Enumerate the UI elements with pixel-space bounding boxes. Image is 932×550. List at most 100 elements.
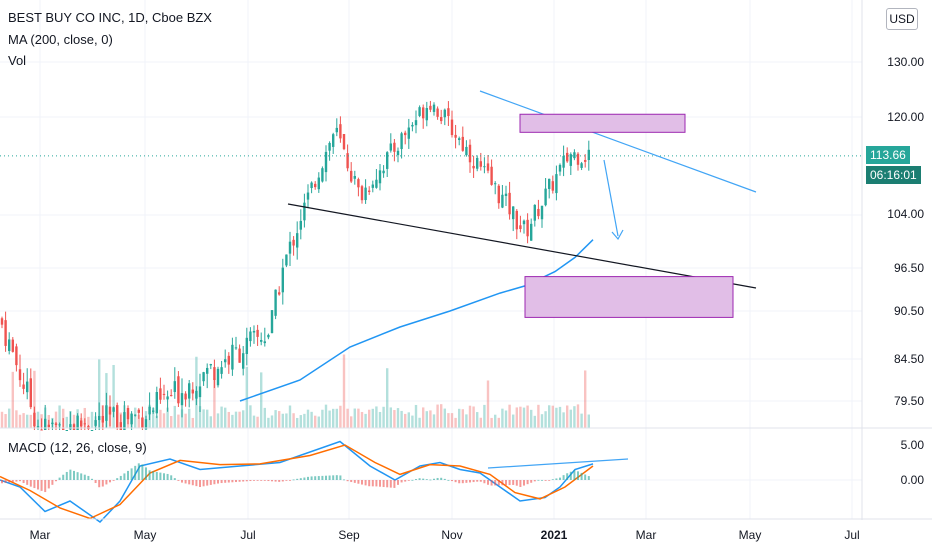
currency-button[interactable]: USD xyxy=(886,8,918,30)
candle-body xyxy=(47,424,50,428)
volume-bar xyxy=(242,410,245,428)
candle-body xyxy=(33,412,36,427)
macd-histogram-bar xyxy=(213,480,216,485)
volume-bar xyxy=(332,408,335,428)
volume-bar xyxy=(479,417,482,428)
volume-bar xyxy=(342,354,346,428)
volume-bar xyxy=(26,414,29,428)
macd-histogram-bar xyxy=(368,480,371,487)
candle-body xyxy=(350,170,353,182)
candle-body xyxy=(144,419,148,430)
volume-bar xyxy=(177,414,180,428)
macd-histogram-bar xyxy=(278,480,281,482)
volume-bar xyxy=(198,406,202,428)
candle-body xyxy=(465,146,468,156)
volume-bar xyxy=(425,411,428,428)
volume-bar xyxy=(382,406,385,428)
volume-bar xyxy=(267,417,270,428)
candle-body xyxy=(98,415,101,421)
candle-body xyxy=(80,420,83,427)
candle-body xyxy=(22,384,25,389)
macd-histogram-bar xyxy=(411,479,414,481)
macd-histogram-bar xyxy=(11,480,14,483)
volume-bar xyxy=(263,407,266,428)
candle-body xyxy=(72,424,76,430)
volume-bar xyxy=(224,407,227,428)
candle-body xyxy=(501,194,504,208)
ma-200-line xyxy=(239,239,594,402)
volume-bar xyxy=(544,411,547,428)
candle-body xyxy=(234,347,238,349)
volume-bar xyxy=(378,411,382,428)
volume-bar xyxy=(364,413,367,428)
macd-histogram-bar xyxy=(116,478,119,480)
candle-body xyxy=(422,107,425,119)
volume-bar xyxy=(569,409,572,428)
macd-histogram-bar xyxy=(490,480,493,486)
candle-body xyxy=(242,353,245,369)
candle-body xyxy=(515,210,518,230)
candle-body xyxy=(51,422,54,425)
macd-histogram-bar xyxy=(134,465,137,480)
candle-body xyxy=(83,423,86,425)
candle-body xyxy=(245,337,248,355)
macd-histogram-bar xyxy=(127,470,129,480)
volume-bar xyxy=(191,417,194,428)
candle-body xyxy=(90,430,94,431)
last-price-tag: 113.66 xyxy=(866,146,910,164)
candle-body xyxy=(119,422,122,430)
candle-body xyxy=(278,292,281,295)
candle-body xyxy=(195,390,198,399)
candle-body xyxy=(400,133,403,150)
macd-histogram-bar xyxy=(472,480,475,483)
candle-body xyxy=(101,415,104,423)
macd-histogram-bar xyxy=(382,480,385,488)
candle-body xyxy=(4,320,7,346)
symbol-legend[interactable]: BEST BUY CO INC, 1D, Cboe BZX xyxy=(8,10,212,25)
macd-histogram-bar xyxy=(83,474,86,480)
time-tick: Mar xyxy=(29,528,51,542)
candle-body xyxy=(105,405,108,421)
macd-legend[interactable]: MACD (12, 26, close, 9) xyxy=(8,440,147,455)
macd-histogram-bar xyxy=(184,480,187,484)
macd-histogram-bar xyxy=(26,480,29,485)
volume-bar xyxy=(206,409,209,428)
candle-body xyxy=(288,241,292,254)
ma-legend[interactable]: MA (200, close, 0) xyxy=(8,32,113,47)
candle-body xyxy=(537,208,540,217)
macd-histogram-bar xyxy=(69,469,72,480)
macd-histogram-bar xyxy=(551,479,554,481)
candle-body xyxy=(116,405,119,428)
macd-divergence-line xyxy=(487,458,629,469)
candle-body xyxy=(29,378,32,408)
volume-bar xyxy=(134,407,137,428)
macd-histogram-bar xyxy=(202,480,205,487)
volume-bar xyxy=(450,413,454,428)
macd-histogram-bar xyxy=(299,478,302,480)
macd-histogram-bar xyxy=(353,480,356,483)
volume-bar xyxy=(328,410,331,428)
volume-bar xyxy=(54,411,58,428)
time-tick: Jul xyxy=(240,528,256,542)
macd-histogram-bar xyxy=(519,480,522,487)
time-tick: 2021 xyxy=(540,528,568,542)
volume-bar xyxy=(368,409,371,428)
volume-bar xyxy=(87,416,90,428)
drawings[interactable] xyxy=(287,90,757,318)
volume-bar xyxy=(371,408,374,428)
candle-body xyxy=(299,220,302,230)
candle-body xyxy=(364,187,367,201)
candle-body xyxy=(202,372,205,382)
macd-histogram-bar xyxy=(155,471,158,480)
vol-legend[interactable]: Vol xyxy=(8,53,27,68)
candle-body xyxy=(0,318,4,325)
volume-bar xyxy=(162,413,166,428)
volume-bar xyxy=(533,415,536,428)
macd-histogram-bar xyxy=(91,478,93,480)
macd-histogram-bar xyxy=(98,480,101,488)
volume-bar xyxy=(260,372,263,428)
macd-histogram-bar xyxy=(321,475,324,480)
volume-bar xyxy=(396,408,400,428)
candle-body xyxy=(141,417,144,428)
